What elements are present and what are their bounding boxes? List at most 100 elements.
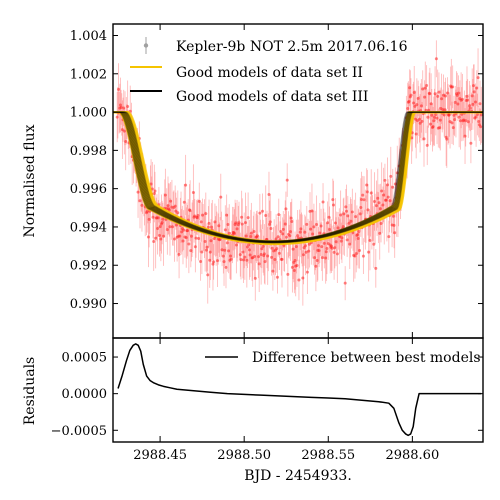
- data-point: [149, 182, 153, 186]
- data-point: [472, 90, 476, 94]
- legend-label: Kepler-9b NOT 2.5m 2017.06.16: [176, 39, 408, 55]
- data-point: [168, 225, 172, 229]
- data-point: [429, 102, 433, 106]
- data-point: [466, 120, 470, 124]
- data-point: [468, 104, 472, 108]
- data-point: [464, 119, 468, 123]
- data-point: [474, 115, 478, 119]
- data-point: [249, 235, 253, 239]
- data-point: [339, 239, 343, 243]
- data-point: [317, 249, 321, 253]
- data-point: [432, 115, 436, 119]
- legend-label: Good models of data set III: [176, 89, 368, 105]
- data-point: [227, 249, 231, 253]
- data-point: [425, 84, 429, 88]
- data-point: [345, 238, 349, 242]
- data-point: [468, 106, 472, 110]
- data-point: [152, 191, 156, 195]
- data-point: [258, 211, 262, 215]
- data-point: [374, 266, 378, 270]
- model-curve-set-iii: [113, 111, 483, 243]
- data-point: [431, 125, 435, 129]
- data-point: [284, 207, 288, 211]
- data-point: [339, 213, 343, 217]
- data-point: [440, 97, 444, 101]
- data-point: [224, 265, 228, 269]
- data-point: [122, 106, 126, 110]
- y-tick-label: 0.0000: [62, 387, 108, 402]
- data-point: [119, 105, 123, 109]
- data-point: [372, 199, 376, 203]
- data-point: [333, 221, 337, 225]
- data-point: [361, 254, 365, 258]
- data-point: [264, 213, 268, 217]
- data-point: [382, 193, 386, 197]
- data-point: [196, 214, 200, 218]
- data-point: [391, 214, 395, 218]
- data-point: [451, 126, 455, 130]
- data-point: [354, 252, 358, 256]
- data-point: [460, 97, 464, 101]
- residuals-ylabel: Residuals: [22, 357, 38, 425]
- data-point: [159, 237, 163, 241]
- data-point: [182, 228, 186, 232]
- data-point: [358, 212, 362, 216]
- data-point: [386, 183, 390, 187]
- data-point: [235, 227, 239, 231]
- data-point: [343, 281, 347, 285]
- data-point: [187, 242, 191, 246]
- data-point: [365, 183, 369, 187]
- data-point: [336, 226, 340, 230]
- data-point: [348, 242, 352, 246]
- data-point: [206, 225, 210, 229]
- flux-axis-ticks: 0.990 0.992 0.994 0.996 0.998 1.000 1.002 1.004: [70, 24, 483, 338]
- data-point: [421, 87, 425, 91]
- data-point: [186, 229, 190, 233]
- model-curve-set-iii: [113, 111, 483, 244]
- data-point: [165, 228, 169, 232]
- legend-label: Good models of data set II: [176, 65, 363, 81]
- data-point: [452, 113, 456, 117]
- data-point: [281, 227, 285, 231]
- data-point: [184, 236, 188, 240]
- data-point: [227, 231, 231, 235]
- data-point: [327, 215, 331, 219]
- data-point: [386, 195, 390, 199]
- data-point: [309, 227, 313, 231]
- data-point: [271, 269, 275, 273]
- data-point: [419, 104, 423, 108]
- data-point: [384, 198, 388, 202]
- data-point: [200, 250, 204, 254]
- data-point: [425, 143, 429, 147]
- data-point: [303, 244, 307, 248]
- data-point: [380, 189, 384, 193]
- data-point: [292, 268, 296, 272]
- data-point: [275, 247, 279, 251]
- data-point: [290, 265, 294, 269]
- data-point: [205, 245, 209, 249]
- data-point: [245, 245, 249, 249]
- data-point: [226, 223, 230, 227]
- data-point: [457, 115, 461, 119]
- data-point: [341, 225, 345, 229]
- data-point: [229, 257, 233, 261]
- y-tick-label: 0.992: [70, 259, 107, 274]
- data-point: [161, 217, 165, 221]
- data-point: [301, 276, 305, 280]
- data-point: [195, 216, 199, 220]
- data-point: [295, 263, 299, 267]
- data-point: [213, 220, 217, 224]
- data-point: [388, 199, 392, 203]
- model-curve-set-iii: [113, 111, 483, 243]
- y-tick-label: 1.000: [70, 106, 107, 121]
- data-point: [393, 231, 397, 235]
- data-point: [305, 270, 309, 274]
- data-point: [423, 86, 427, 90]
- data-point: [423, 95, 427, 99]
- data-point: [208, 258, 212, 262]
- data-point: [312, 225, 316, 229]
- data-point: [117, 87, 121, 91]
- data-point: [245, 258, 249, 262]
- data-point: [408, 86, 412, 90]
